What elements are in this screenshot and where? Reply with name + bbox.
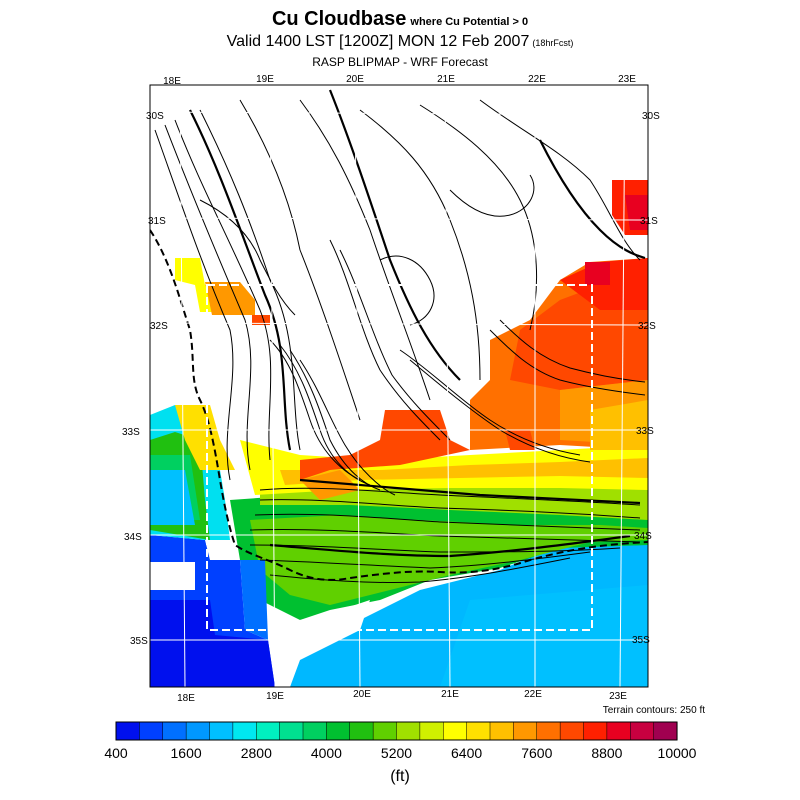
colorbar-swatch <box>466 721 491 741</box>
colorbar-label: 8800 <box>591 745 622 761</box>
lat-right-33s: 33S <box>636 426 654 437</box>
lat-right-31s: 31S <box>640 216 658 227</box>
lat-right-labels: 30S 31S 32S 33S 34S 35S <box>632 111 660 646</box>
lon-top-22e: 22E <box>528 74 546 85</box>
lon-top-23e: 23E <box>618 74 636 85</box>
colorbar-swatch <box>209 721 234 741</box>
colorbar-swatch <box>139 721 164 741</box>
lon-bottom-18e: 18E <box>177 693 195 704</box>
lat-left-31s: 31S <box>148 216 166 227</box>
colorbar-swatch <box>185 721 211 741</box>
lon-top-labels: 18E 19E 20E 21E 22E 23E <box>163 74 636 87</box>
colorbar-swatch <box>115 721 140 741</box>
lat-right-32s: 32S <box>638 321 656 332</box>
colorbar-labels: 400 1600 2800 4000 5200 6400 7600 8800 10000 <box>104 745 696 761</box>
lon-top-20e: 20E <box>346 74 364 85</box>
source-label: RASP BLIPMAP - WRF Forecast <box>312 55 488 69</box>
colorbar-swatch <box>443 721 468 741</box>
lon-top-18e: 18E <box>163 76 181 87</box>
colorbar-label: 5200 <box>381 745 412 761</box>
lat-right-34s: 34S <box>634 531 652 542</box>
colorbar-swatch <box>162 721 187 741</box>
colorbar-frame <box>115 721 678 741</box>
lat-right-35s: 35S <box>632 635 650 646</box>
colorbar-label: 6400 <box>451 745 482 761</box>
colorbar-swatch <box>606 721 631 741</box>
lat-left-33s: 33S <box>122 427 140 438</box>
lat-left-labels: 30S 31S 32S 33S 34S 35S <box>122 111 168 647</box>
colorbar-swatch <box>559 721 585 741</box>
colorbar-swatch <box>419 721 444 741</box>
inner-domain-box <box>206 284 593 631</box>
terrain-contours-note: Terrain contours: 250 ft <box>602 705 705 716</box>
lon-bottom-21e: 21E <box>441 689 459 700</box>
title-condition: where Cu Potential > 0 <box>410 16 529 28</box>
colorbar-swatch <box>583 721 608 741</box>
colorbar-unit: (ft) <box>390 768 410 785</box>
colorbar-swatch <box>326 721 351 741</box>
title-main: Cu Cloudbase <box>271 8 407 30</box>
chart-subtitle: Valid 1400 LST [1200Z] MON 12 Feb 2007 (1… <box>0 33 800 51</box>
colorbar-swatch <box>232 721 257 741</box>
lon-bottom-19e: 19E <box>266 691 284 702</box>
colorbar-label: 10000 <box>658 745 697 761</box>
cloudbase-field <box>150 180 648 687</box>
coastline <box>150 229 648 581</box>
chart-title: Cu Cloudbase where Cu Potential > 0 <box>0 8 800 31</box>
forecast-hour: (18hrFcst) <box>532 38 574 48</box>
colorbar-swatches <box>115 721 678 741</box>
lon-top-21e: 21E <box>437 74 455 85</box>
lon-bottom-20e: 20E <box>353 689 371 700</box>
colorbar-swatch <box>349 721 374 741</box>
colorbar-label: 400 <box>104 745 128 761</box>
colorbar-swatch <box>536 721 561 741</box>
lon-top-19e: 19E <box>256 74 274 85</box>
colorbar-label: 2800 <box>241 745 272 761</box>
lat-left-34s: 34S <box>124 532 142 543</box>
colorbar-label: 7600 <box>521 745 552 761</box>
lat-right-30s: 30S <box>642 111 660 122</box>
terrain-contours-major <box>189 89 646 558</box>
lat-left-32s: 32S <box>150 321 168 332</box>
colorbar-swatch <box>653 721 678 741</box>
lon-bottom-23e: 23E <box>609 691 627 702</box>
colorbar-swatch <box>256 721 281 741</box>
lat-left-35s: 35S <box>130 636 148 647</box>
lon-bottom-22e: 22E <box>524 689 542 700</box>
map-frame <box>149 84 649 688</box>
colorbar-swatch <box>372 721 398 741</box>
colorbar-swatch <box>279 721 304 741</box>
colorbar-swatch <box>302 721 327 741</box>
terrain-contours <box>154 99 646 584</box>
valid-time: Valid 1400 LST [1200Z] MON 12 Feb 2007 <box>226 33 530 50</box>
colorbar-label: 4000 <box>311 745 342 761</box>
graticule <box>149 84 649 688</box>
colorbar-label: 1600 <box>171 745 202 761</box>
colorbar-swatch <box>513 721 538 741</box>
colorbar-swatch <box>396 721 421 741</box>
colorbar-swatch <box>489 721 514 741</box>
colorbar-swatch <box>630 721 655 741</box>
lat-left-30s: 30S <box>146 111 164 122</box>
lon-bottom-labels: 18E 19E 20E 21E 22E 23E <box>177 689 627 704</box>
